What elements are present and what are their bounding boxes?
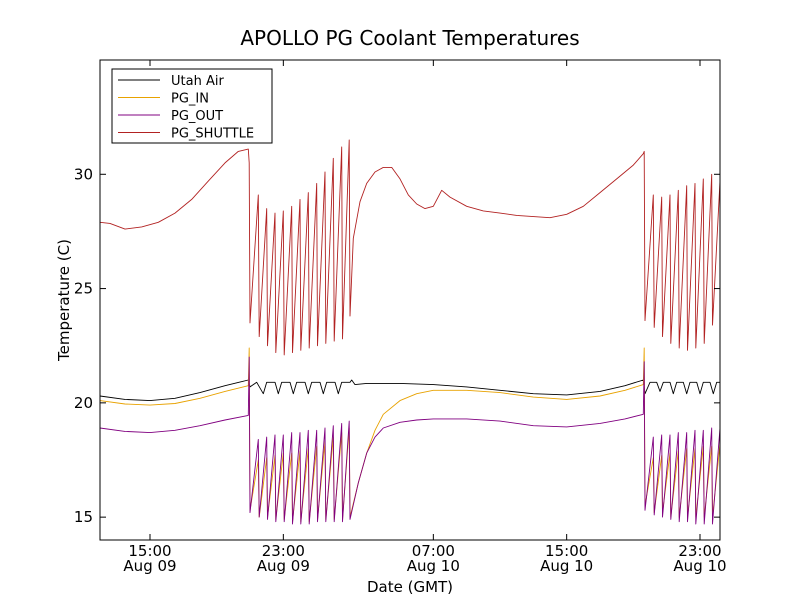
x-tick-label-time: 23:00 <box>678 542 721 560</box>
series-line-pg-out <box>99 356 721 525</box>
x-axis-label: Date (GMT) <box>367 578 453 596</box>
x-tick-label-date: Aug 10 <box>540 557 593 575</box>
y-tick-label: 30 <box>74 165 93 183</box>
legend-box <box>111 68 273 144</box>
series-line-utah-air <box>99 379 720 402</box>
plot-frame <box>99 59 721 541</box>
x-tick-label-time: 15:00 <box>128 542 171 560</box>
x-tick-label-date: Aug 10 <box>673 557 726 575</box>
x-tick-label-time: 23:00 <box>262 542 305 560</box>
x-tick-label-time: 15:00 <box>545 542 588 560</box>
legend: Utah Air PG_IN PG_OUT PG_SHUTTLE <box>111 68 273 144</box>
x-tick-label-date: Aug 10 <box>407 557 460 575</box>
series-layer <box>99 139 721 525</box>
legend-label: PG_SHUTTLE <box>171 127 254 142</box>
x-tick-label-time: 07:00 <box>412 542 455 560</box>
x-tick-label-date: Aug 09 <box>123 557 176 575</box>
y-axis-label: Temperature (C) <box>55 239 73 362</box>
legend-label: PG_IN <box>171 92 209 107</box>
legend-label: Utah Air <box>171 74 224 89</box>
chart-title: APOLLO PG Coolant Temperatures <box>240 26 579 50</box>
series-line-pg-shuttle <box>99 139 721 356</box>
legend-label: PG_OUT <box>171 109 223 124</box>
y-tick-label: 15 <box>74 508 93 526</box>
x-tick-label-date: Aug 09 <box>257 557 310 575</box>
y-tick-label: 25 <box>74 280 93 298</box>
y-tick-label: 20 <box>74 394 93 412</box>
